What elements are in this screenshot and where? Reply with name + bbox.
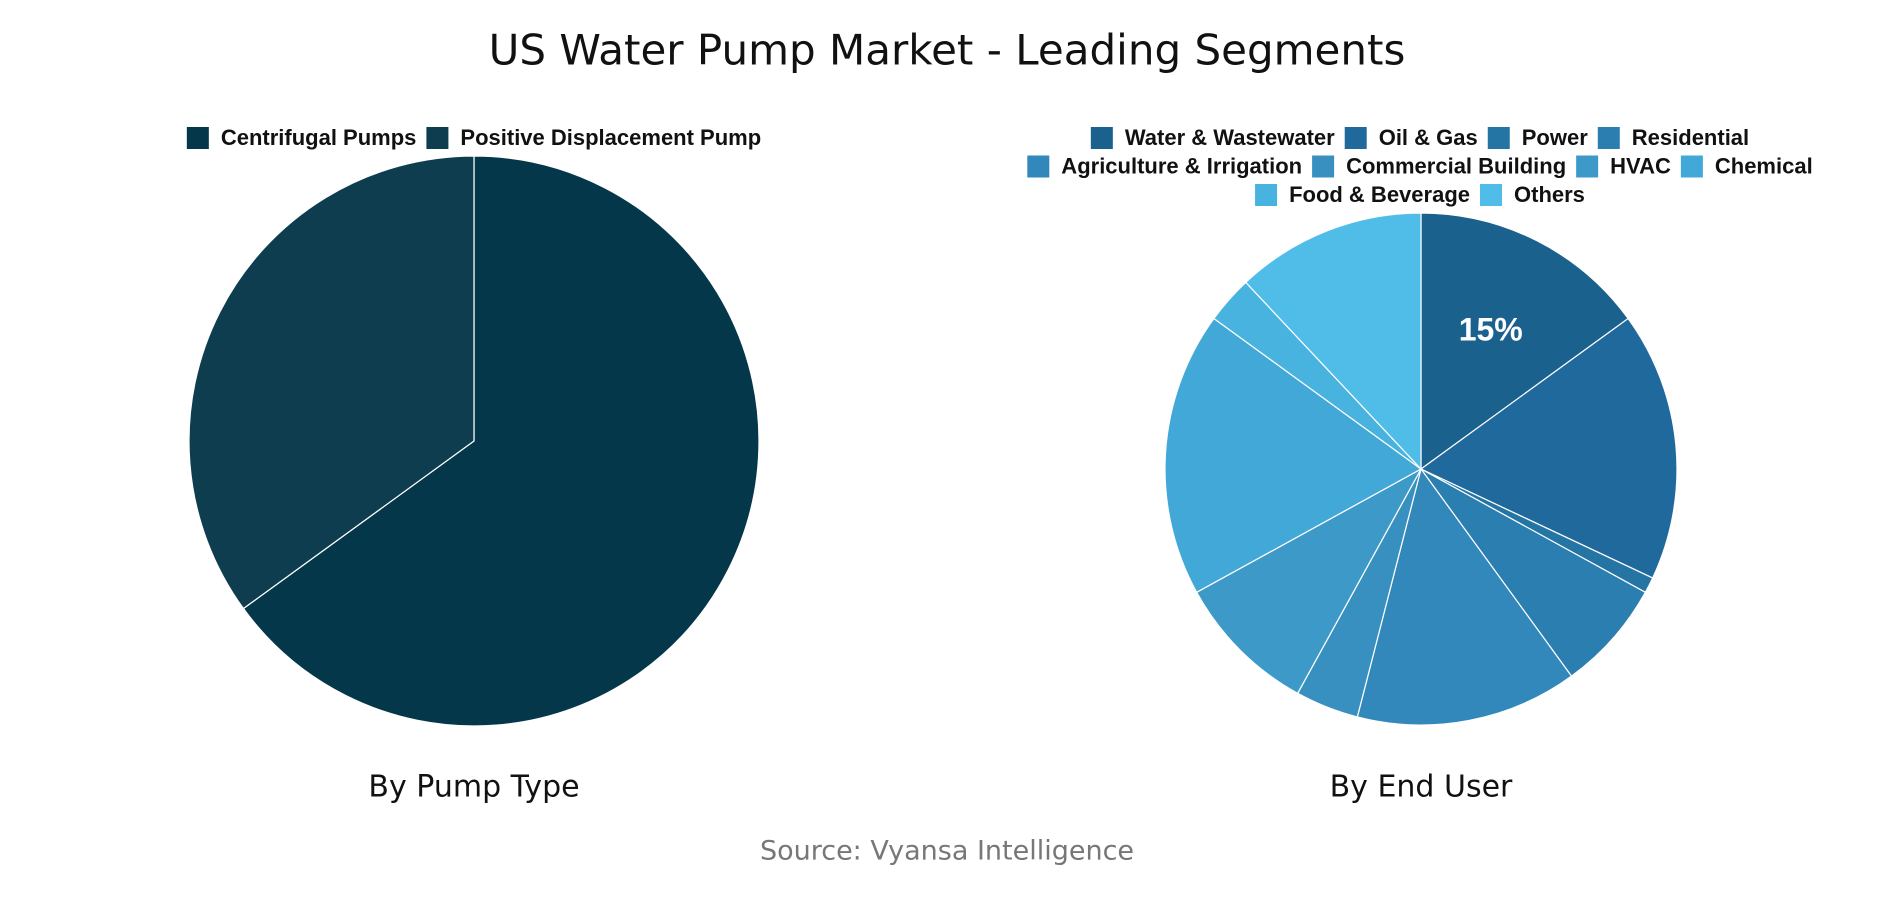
legend-label: Food & Beverage	[1289, 182, 1470, 207]
legend-swatch	[1344, 127, 1367, 149]
chart-subtitle: By End User	[1330, 770, 1513, 805]
chart-subtitle: By Pump Type	[368, 770, 579, 805]
pie-slice	[1164, 317, 1423, 594]
legend-swatch	[1312, 155, 1335, 178]
legend-label: Agriculture & Irrigation	[1061, 153, 1302, 178]
pie-slice	[1195, 467, 1423, 695]
source: Source: Vyansa Intelligence	[760, 836, 1134, 867]
data-label: 15%	[1459, 312, 1523, 348]
legend-label: Centrifugal Pumps	[221, 125, 417, 150]
legend-swatch	[426, 127, 449, 149]
legend-label: Oil & Gas	[1379, 125, 1478, 150]
legend-swatch	[1576, 155, 1599, 178]
legend-label: HVAC	[1610, 153, 1671, 178]
legend-swatch	[1487, 127, 1510, 149]
legend-swatch	[1255, 184, 1278, 206]
main-title: US Water Pump Market - Leading Segments	[489, 26, 1406, 75]
legend-label: Others	[1514, 182, 1585, 207]
legend-label: Positive Displacement Pump	[460, 125, 761, 150]
legend-row: Centrifugal Pumps Positive Displacement P…	[186, 125, 761, 150]
pie-slice	[1420, 468, 1647, 677]
pie-slice	[188, 155, 475, 610]
pie-slice	[1356, 467, 1573, 726]
legend-swatch	[1090, 127, 1113, 149]
legend-row: Food & Beverage Others	[1255, 182, 1585, 207]
legend-label: Residential	[1632, 125, 1749, 150]
legend-row: Water & Wastewater Oil & Gas Power Resident…	[1090, 125, 1749, 150]
pie-slice	[1244, 212, 1422, 471]
legend-label: Chemical	[1715, 153, 1813, 178]
legend-swatch	[186, 127, 209, 149]
legend-label: Water & Wastewater	[1125, 125, 1335, 150]
pie-slice	[1419, 317, 1678, 579]
legend-swatch	[1597, 127, 1620, 149]
legend-swatch	[1027, 155, 1050, 178]
legend-label: Power	[1522, 125, 1588, 150]
legend-row: Agriculture & Irrigation Commercial Build…	[1027, 153, 1813, 178]
pie-slice	[1420, 212, 1629, 471]
legend-label: Commercial Building	[1346, 153, 1566, 178]
legend-swatch	[1680, 155, 1703, 178]
pie-slice	[242, 155, 760, 727]
legend-swatch	[1480, 184, 1503, 206]
